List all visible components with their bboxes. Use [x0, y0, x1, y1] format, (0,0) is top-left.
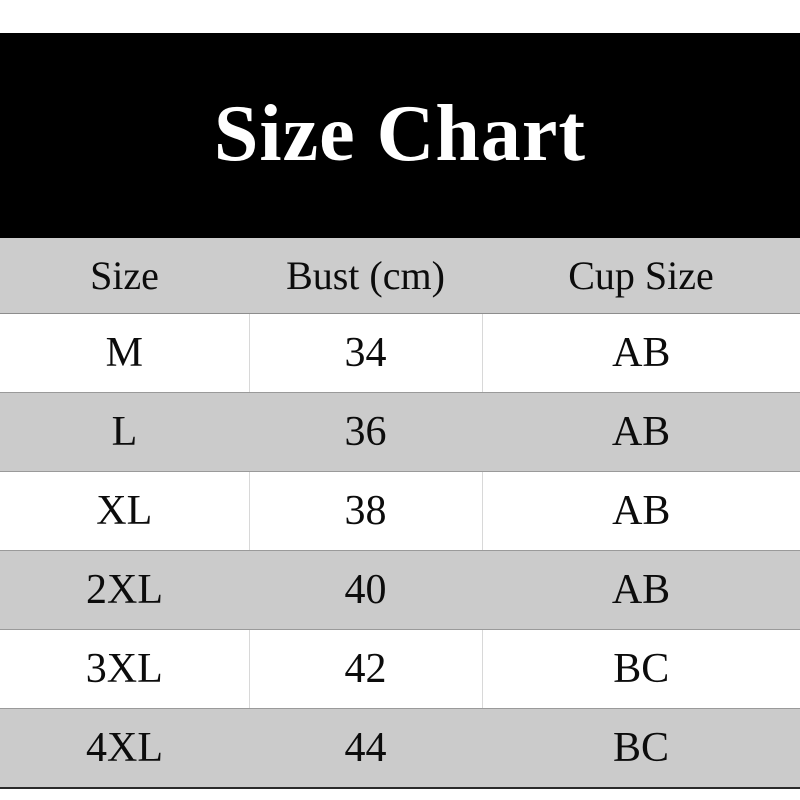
cell-cup-size: AB: [482, 550, 800, 630]
table-body: M 34 AB L 36 AB XL 38 AB 2XL 40 AB 3XL: [0, 313, 800, 789]
table-row: L 36 AB: [0, 392, 800, 472]
cell-bust: 44: [249, 708, 482, 789]
table-row: M 34 AB: [0, 313, 800, 393]
page-title: Size Chart: [213, 89, 587, 178]
cell-size: 3XL: [0, 629, 249, 709]
cell-bust: 38: [248, 471, 483, 551]
table-header-row: Size Bust (cm) Cup Size: [0, 238, 800, 314]
cell-size: L: [0, 392, 249, 472]
cell-cup-size: AB: [482, 392, 800, 472]
title-banner: Size Chart: [0, 33, 800, 238]
table-row: 2XL 40 AB: [0, 550, 800, 630]
cell-cup-size: BC: [482, 629, 800, 709]
size-chart-table: Size Bust (cm) Cup Size M 34 AB L 36 AB …: [0, 238, 800, 789]
table-header: Size Bust (cm) Cup Size: [0, 238, 800, 314]
cell-size: M: [0, 313, 249, 393]
cell-bust: 34: [248, 313, 483, 393]
cell-size: XL: [0, 471, 249, 551]
cell-cup-size: AB: [482, 471, 800, 551]
table-row: 3XL 42 BC: [0, 629, 800, 709]
cell-size: 4XL: [0, 708, 249, 789]
cell-bust: 36: [249, 392, 482, 472]
cell-cup-size: BC: [482, 708, 800, 789]
cell-cup-size: AB: [482, 313, 800, 393]
column-header-cup-size: Cup Size: [482, 238, 800, 314]
cell-bust: 40: [249, 550, 482, 630]
cell-bust: 42: [248, 629, 483, 709]
table-row: XL 38 AB: [0, 471, 800, 551]
column-header-size: Size: [0, 238, 249, 314]
table-row: 4XL 44 BC: [0, 708, 800, 789]
column-header-bust: Bust (cm): [249, 238, 482, 314]
cell-size: 2XL: [0, 550, 249, 630]
